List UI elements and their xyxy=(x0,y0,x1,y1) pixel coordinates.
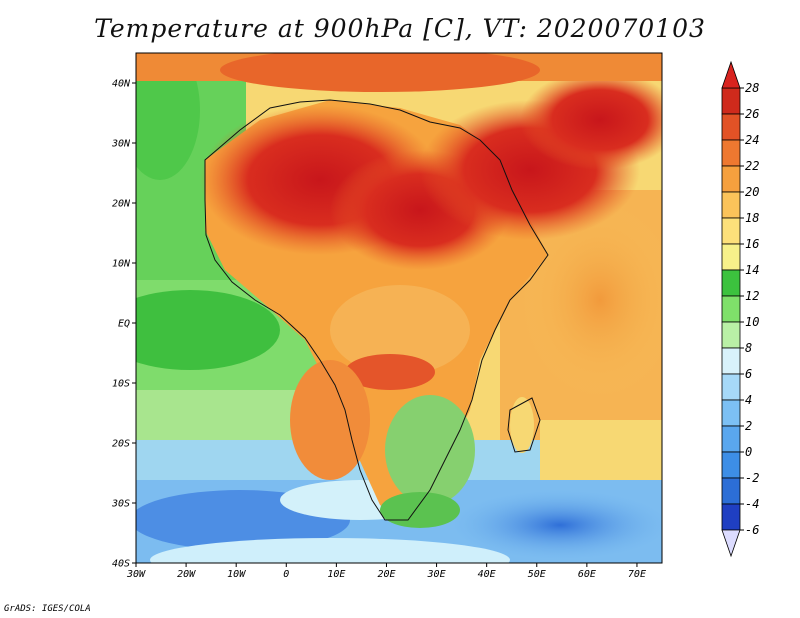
colorbar-label: 4 xyxy=(745,393,752,407)
lat-tick-label: 40S xyxy=(112,559,130,570)
lon-tick-label: 10W xyxy=(227,569,246,580)
colorbar-label: 26 xyxy=(745,107,759,121)
colorbar-box xyxy=(721,425,741,453)
lat-tick-label: 10S xyxy=(112,379,130,390)
colorbar-label: 18 xyxy=(745,211,759,225)
coastline xyxy=(204,99,549,521)
colorbar-label: 10 xyxy=(745,315,759,329)
latitude-axis: 40S 30S 20S 10S EQ 10N 20N 30N 40N xyxy=(111,79,136,570)
colorbar-box xyxy=(721,165,741,193)
lat-tick-label: 30N xyxy=(111,139,131,150)
colorbar-box xyxy=(721,87,741,115)
colorbar-label: -4 xyxy=(745,497,759,511)
lon-tick-label: 30E xyxy=(427,569,446,580)
colorbar-box xyxy=(721,243,741,271)
colorbar-box xyxy=(721,321,741,349)
colorbar-label: 22 xyxy=(745,159,759,173)
lon-tick-label: 30W xyxy=(126,569,146,580)
temperature-field xyxy=(136,53,662,563)
lon-tick-label: 10E xyxy=(327,569,345,580)
colorbar-label: 20 xyxy=(745,185,759,199)
colorbar-box xyxy=(721,113,741,141)
lon-tick-label: 60E xyxy=(578,569,596,580)
lat-tick-label: 20N xyxy=(112,199,131,210)
colorbar-upper-arrow xyxy=(721,60,741,89)
lon-tick-label: 40E xyxy=(478,569,496,580)
colorbar-box xyxy=(721,503,741,531)
longitude-axis: 30W 20W 10W 0 10E 20E 30E 40E 50E 60E 70E xyxy=(126,563,646,580)
colorbar-box xyxy=(721,451,741,479)
colorbar-box xyxy=(721,295,741,323)
colorbar-label: 2 xyxy=(745,419,752,433)
colorbar-label: 12 xyxy=(745,289,759,303)
map-frame xyxy=(135,52,663,564)
colorbar-box xyxy=(721,373,741,401)
lon-tick-label: 70E xyxy=(628,569,646,580)
madagascar-outline xyxy=(507,397,541,453)
lon-tick-label: 20W xyxy=(177,569,196,580)
colorbar-label: 24 xyxy=(745,133,759,147)
colorbar-box xyxy=(721,269,741,297)
lat-tick-label: 40N xyxy=(112,79,131,90)
lat-tick-label: 20S xyxy=(112,439,130,450)
colorbar-label: 28 xyxy=(745,81,759,95)
lon-tick-label: 20E xyxy=(377,569,395,580)
colorbar-label: 8 xyxy=(745,341,752,355)
grads-credit: GrADS: IGES/COLA xyxy=(4,604,91,614)
lat-tick-label: 10N xyxy=(112,259,131,270)
colorbar-label: 16 xyxy=(745,237,759,251)
colorbar-box xyxy=(721,139,741,167)
colorbar-box xyxy=(721,477,741,505)
colorbar-label: 14 xyxy=(745,263,759,277)
colorbar-box xyxy=(721,347,741,375)
colorbar-label: -2 xyxy=(745,471,759,485)
lon-tick-label: 0 xyxy=(283,569,289,580)
colorbar-box xyxy=(721,399,741,427)
lat-tick-label: EQ xyxy=(118,319,130,330)
colorbar-lower-arrow xyxy=(721,529,741,558)
colorbar-box xyxy=(721,191,741,219)
lat-tick-label: 30S xyxy=(111,499,130,510)
colorbar-label: 6 xyxy=(745,367,752,381)
map-title: Temperature at 900hPa [C], VT: 202007010… xyxy=(94,14,706,43)
colorbar-box xyxy=(721,217,741,245)
colorbar-label: 0 xyxy=(745,445,752,459)
colorbar-label: -6 xyxy=(745,523,759,537)
lon-tick-label: 50E xyxy=(528,569,546,580)
